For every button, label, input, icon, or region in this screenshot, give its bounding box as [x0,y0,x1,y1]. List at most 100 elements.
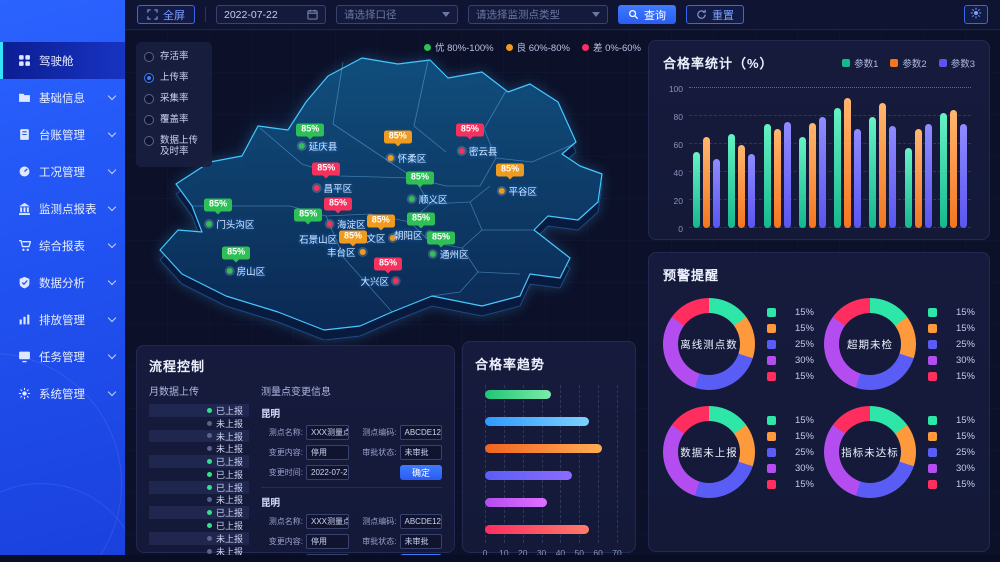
bar-group [728,88,756,228]
bar[interactable] [914,128,922,228]
sidebar-item-data-analysis[interactable]: 数据分析 [0,264,125,301]
district-rate-badge[interactable]: 85% [324,197,353,214]
trend-bar[interactable] [485,471,572,480]
district-rate-badge[interactable]: 85% [427,231,456,248]
bar[interactable] [748,153,756,228]
fullscreen-button[interactable]: 全屏 [137,5,195,24]
field-input[interactable]: 停用 [306,534,349,549]
sidebar-item-cockpit[interactable]: 驾驶舱 [0,42,125,79]
district-rate-badge[interactable]: 85% [366,214,395,231]
field-input[interactable]: 2022-07-23 [306,465,349,480]
field-input[interactable]: ABCDE12345 [399,514,442,529]
donut-legend-item: 30% [928,463,975,474]
field-label: 变更时间: [268,468,303,477]
trend-bar[interactable] [485,498,548,507]
sidebar-item-summary-report[interactable]: 综合报表 [0,227,125,264]
bar-groups [689,88,971,228]
district-rate-badge[interactable]: 85% [296,123,325,140]
bar[interactable] [889,125,897,228]
district-rate-badge[interactable]: 85% [373,257,403,274]
field-input[interactable]: 未审批 [399,445,442,460]
status-dot-icon [206,420,212,426]
district-label: 密云县 [458,144,497,158]
bar[interactable] [869,117,877,228]
bar[interactable] [924,124,932,228]
sidebar-item-basic-info[interactable]: 基础信息 [0,79,125,116]
district-rate-badge[interactable]: 85% [383,130,412,147]
field-input[interactable]: ABCDE12345 [399,425,442,440]
bar[interactable] [818,117,826,228]
sidebar-item-system[interactable]: 系统管理 [0,375,125,412]
search-button[interactable]: 查询 [618,5,676,24]
date-picker[interactable]: 2022-07-22 [216,5,326,24]
district-rate-badge[interactable]: 85% [338,230,367,247]
settings-button[interactable] [964,5,988,24]
point-type-select[interactable]: 请选择监测点类型 [468,5,608,24]
field-input[interactable]: 停用 [306,445,349,460]
caliber-select[interactable]: 请选择口径 [336,5,458,24]
form-field: 测点名称: XXX测量点 [261,514,349,529]
sidebar-item-emission[interactable]: 排放管理 [0,301,125,338]
donut-chart[interactable]: 超期未检 [824,298,916,390]
form-field: 审批状态: 未审批 [355,534,442,549]
donut-legend-value: 30% [955,462,975,474]
sidebar-item-condition[interactable]: 工况管理 [0,153,125,190]
confirm-button[interactable]: 确定 [400,465,442,480]
beijing-map-svg[interactable] [130,34,645,340]
upload-status-row: 未上报 [149,417,249,430]
bar[interactable] [949,110,957,228]
sidebar-item-ledger[interactable]: 台账管理 [0,116,125,153]
trend-bar[interactable] [485,417,589,426]
sidebar-item-point-report[interactable]: 监测点报表 [0,190,125,227]
field-select[interactable]: XXX测量点 [306,514,349,529]
bar[interactable] [854,128,862,228]
bar[interactable] [808,123,816,228]
badge-pointer [394,143,401,147]
bar[interactable] [904,148,912,228]
district-rate-badge[interactable]: 85% [455,123,484,140]
field-input[interactable]: 未审批 [399,534,442,549]
bar[interactable] [939,113,947,228]
district-rate-badge[interactable]: 85% [496,163,525,180]
donut-chart[interactable]: 指标未达标 [824,406,916,498]
bar[interactable] [693,152,701,228]
field-select[interactable]: XXX测量点 [306,425,349,440]
donut-chart[interactable]: 数据未上报 [663,406,755,498]
district-rate-badge[interactable]: 85% [204,198,233,215]
bar[interactable] [798,137,806,228]
metric-option[interactable]: 上传率 [144,72,204,84]
trend-bar[interactable] [485,444,602,453]
reset-button[interactable]: 重置 [686,5,744,24]
metric-option[interactable]: 采集率 [144,93,204,105]
bar[interactable] [834,107,842,228]
trend-bar[interactable] [485,525,589,534]
bar[interactable] [879,103,887,228]
shield-icon [18,276,31,289]
fullscreen-label: 全屏 [163,9,185,22]
trend-bar[interactable] [485,390,551,399]
bar[interactable] [713,159,721,228]
district-rate-badge[interactable]: 85% [294,208,323,225]
district-rate-badge[interactable]: 85% [222,246,251,263]
metric-option[interactable]: 存活率 [144,51,204,63]
field-value: ABCDE12345 [404,517,442,526]
bar[interactable] [703,137,711,228]
status-dot-icon [206,407,212,413]
district-rate-badge[interactable]: 85% [312,162,341,179]
bar[interactable] [738,145,746,228]
bar[interactable] [773,128,781,228]
sidebar-item-task[interactable]: 任务管理 [0,338,125,375]
bar[interactable] [783,121,791,228]
upload-status-row: 未上报 [149,429,249,443]
metric-option[interactable]: 覆盖率 [144,114,204,126]
metric-option[interactable]: 数据上传及时率 [144,135,204,159]
form-field: 变更时间: 2022-07-23 [261,465,349,480]
donut-chart[interactable]: 离线测点数 [663,298,755,390]
district-rate-badge[interactable]: 85% [406,212,435,229]
bar[interactable] [844,97,852,228]
bar[interactable] [728,134,736,228]
bar[interactable] [763,124,771,228]
bar[interactable] [959,124,967,228]
district-rate-badge[interactable]: 85% [405,171,434,188]
